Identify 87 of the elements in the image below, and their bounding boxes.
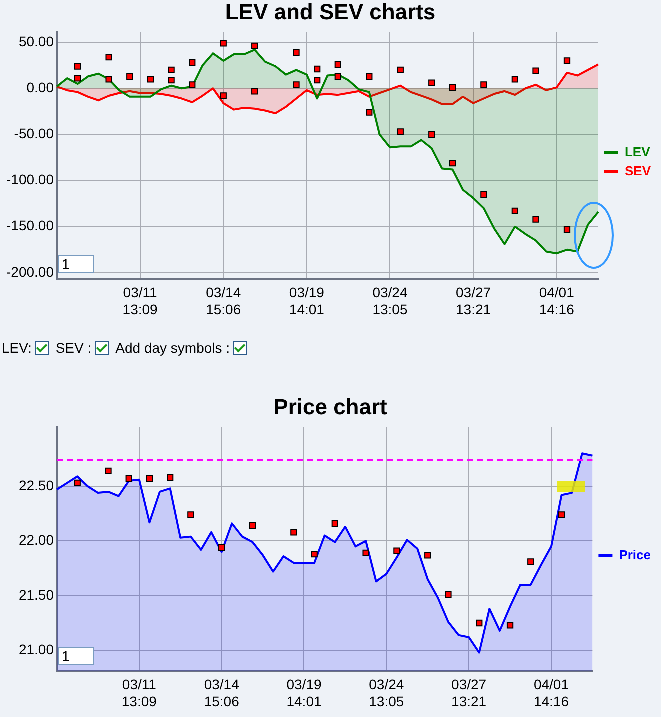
point <box>332 520 338 528</box>
point <box>168 66 175 74</box>
point <box>334 73 342 80</box>
text: LEV: <box>2 340 32 356</box>
point <box>528 558 534 566</box>
text: SEV : <box>56 340 92 356</box>
point <box>290 529 298 536</box>
point <box>506 622 514 629</box>
point <box>394 548 400 554</box>
y-tick-label: -50.00 <box>14 126 54 142</box>
point <box>532 68 540 74</box>
point <box>106 54 112 61</box>
point <box>532 216 540 223</box>
point <box>74 480 81 487</box>
point <box>189 82 196 88</box>
y-tick-label: -150.00 <box>6 218 54 234</box>
x-tick-label: 03/24 13:05 <box>372 284 408 318</box>
y-tick-label: -100.00 <box>6 172 54 188</box>
point <box>74 75 82 82</box>
point <box>366 109 373 116</box>
point <box>564 226 571 233</box>
point <box>512 76 519 83</box>
y-tick-label: 22.00 <box>18 532 54 548</box>
text: Add day symbols : <box>116 340 230 356</box>
point <box>424 552 432 559</box>
point <box>314 76 321 84</box>
x-tick-label: 03/14 15:06 <box>204 676 240 710</box>
point <box>252 88 258 95</box>
x-tick-label: 03/24 13:05 <box>369 676 404 710</box>
point <box>512 208 519 215</box>
point <box>106 76 112 83</box>
point <box>449 84 456 92</box>
chart-title: LEV and SEV charts <box>225 0 436 24</box>
point <box>362 550 370 557</box>
chart-title: Price chart <box>274 394 388 420</box>
point <box>366 73 373 80</box>
point <box>428 131 436 138</box>
point <box>480 82 488 88</box>
point <box>397 66 404 74</box>
x-tick-label: 03/19 14:01 <box>289 284 325 318</box>
point <box>249 522 256 530</box>
point <box>168 76 175 84</box>
y-tick-label: 50.00 <box>18 33 54 50</box>
number-field: 1 <box>58 647 94 666</box>
point <box>558 512 566 518</box>
x-tick-label: 03/11 13:09 <box>122 676 158 710</box>
x-tick-label: 03/11 13:09 <box>122 284 158 318</box>
point <box>147 76 154 83</box>
point <box>105 468 112 474</box>
x-tick-label: 03/27 13:21 <box>456 284 492 318</box>
point <box>311 550 318 558</box>
y-tick-label: -200.00 <box>6 264 54 280</box>
point <box>476 620 483 627</box>
point <box>74 63 82 70</box>
point <box>564 58 571 64</box>
legend-label: LEV <box>624 144 651 160</box>
number-field: 1 <box>58 255 94 274</box>
x-tick-label: 03/27 13:21 <box>452 676 487 710</box>
point <box>449 160 456 167</box>
legend-label: SEV <box>624 164 652 179</box>
y-tick-label: 21.50 <box>18 586 54 603</box>
point <box>220 92 227 100</box>
y-tick-label: 0.00 <box>26 79 54 96</box>
point <box>252 42 258 50</box>
x-tick-label: 04/01 14:16 <box>539 284 575 318</box>
point <box>166 474 174 482</box>
point <box>314 66 321 73</box>
point <box>146 476 154 482</box>
x-tick-label: 04/01 14:16 <box>534 676 570 710</box>
point <box>220 40 227 47</box>
point <box>218 544 226 552</box>
point <box>126 73 134 80</box>
point <box>445 591 452 598</box>
y-tick-label: 21.00 <box>18 641 54 658</box>
point <box>293 82 300 88</box>
point <box>428 80 436 86</box>
legend-label: Price <box>619 548 652 563</box>
point <box>189 59 196 66</box>
x-tick-label: 03/19 14:01 <box>286 676 322 710</box>
point <box>188 512 194 518</box>
point <box>293 49 300 56</box>
y-tick-label: 22.50 <box>18 477 54 494</box>
point <box>334 61 342 68</box>
point <box>397 128 404 136</box>
point <box>480 191 488 198</box>
x-tick-label: 03/14 15:06 <box>206 284 242 318</box>
point <box>126 476 132 482</box>
